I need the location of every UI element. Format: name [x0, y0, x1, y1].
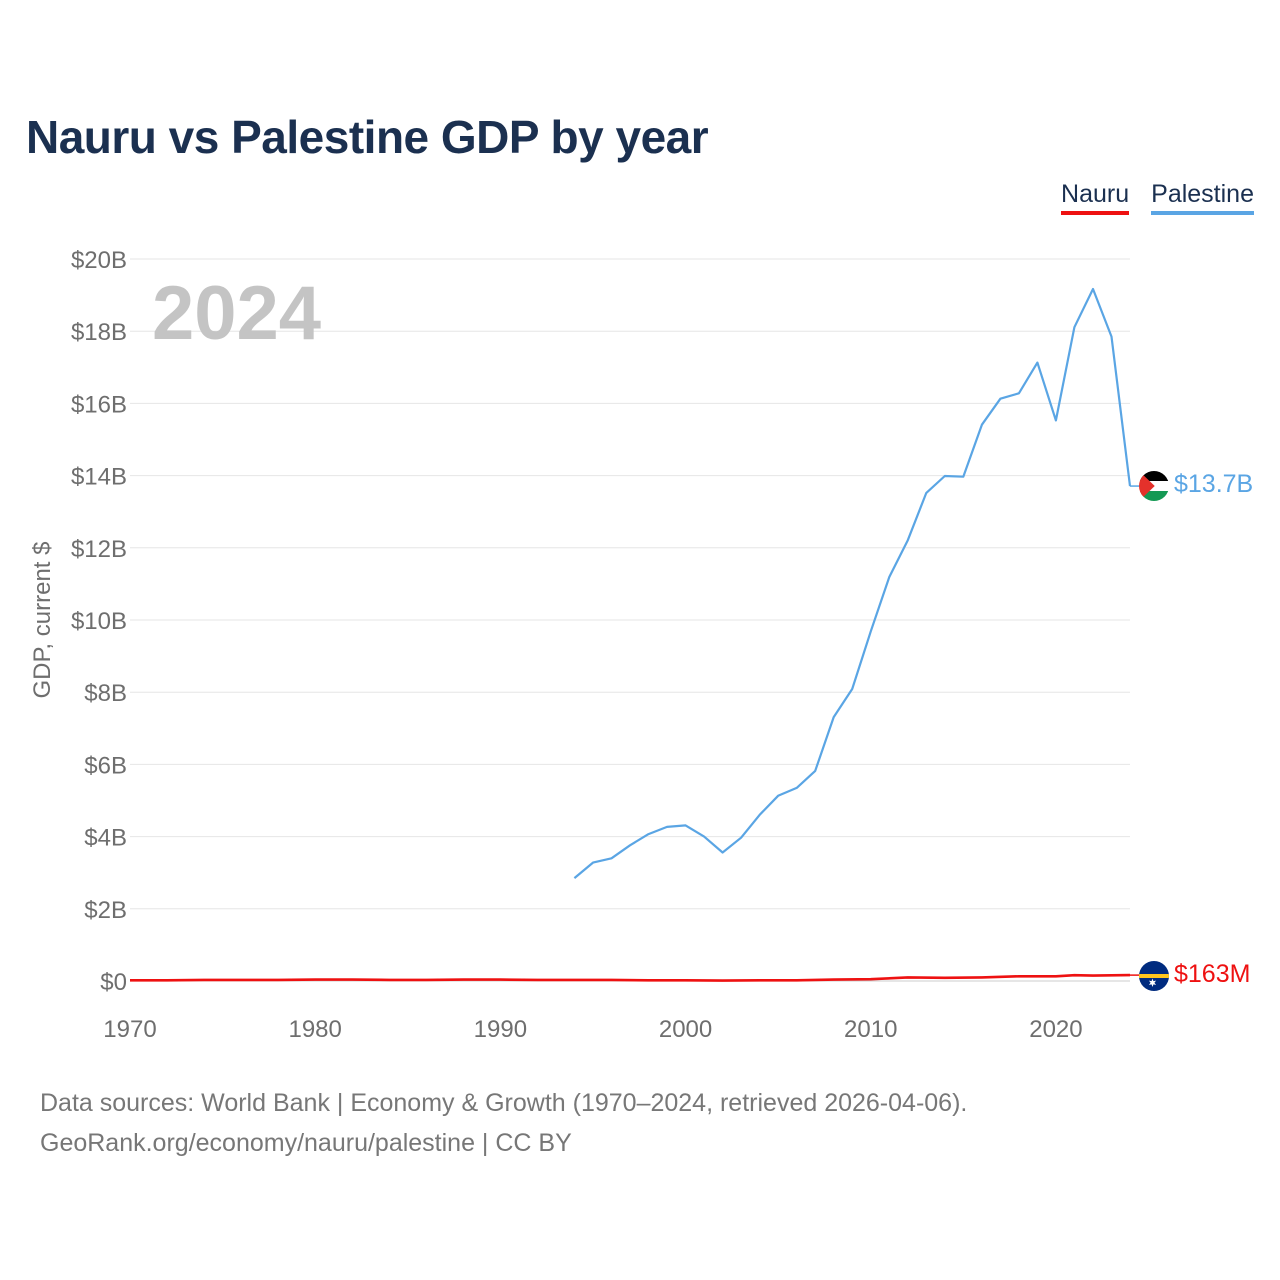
x-tick-label: 1990 [474, 1016, 527, 1043]
y-tick-label: $0 [100, 969, 127, 996]
x-tick-label: 1980 [288, 1016, 341, 1043]
y-tick-label: $16B [71, 391, 127, 418]
series-lines [130, 287, 1132, 982]
gridlines [130, 258, 1130, 982]
series-line-palestine[interactable] [573, 287, 1132, 879]
year-watermark: 2024 [152, 271, 321, 356]
end-value-label-nauru: $163M [1174, 960, 1250, 988]
nauru-flag-icon [1139, 961, 1169, 991]
sources-line-2[interactable]: GeoRank.org/economy/nauru/palestine | CC… [40, 1129, 572, 1157]
y-tick-label: $10B [71, 608, 127, 635]
legend-item-palestine[interactable]: Palestine [1151, 180, 1254, 215]
chart-title: Nauru vs Palestine GDP by year [26, 111, 709, 163]
y-tick-label: $4B [84, 825, 127, 852]
y-axis-ticks: $0 $2B $4B $6B $8B $10B $12B $14B $16B $18B $20B [71, 247, 127, 996]
y-tick-label: $12B [71, 536, 127, 563]
x-tick-label: 2010 [844, 1016, 897, 1043]
y-tick-label: $18B [71, 319, 127, 346]
line-chart: $0 $2B $4B $6B $8B $10B $12B $14B $16B $18B $20B 1… [29, 247, 1253, 1043]
y-tick-label: $14B [71, 464, 127, 491]
end-value-label-palestine: $13.7B [1174, 470, 1253, 498]
series-line-nauru[interactable] [130, 973, 1131, 982]
y-tick-label: $2B [84, 897, 127, 924]
y-tick-label: $6B [84, 752, 127, 779]
x-tick-label: 2000 [659, 1016, 712, 1043]
sources-line-1: Data sources: World Bank | Economy & Gro… [40, 1089, 968, 1117]
y-axis-label: GDP, current $ [29, 542, 56, 699]
palestine-flag-icon [1139, 471, 1169, 501]
legend-item-nauru[interactable]: Nauru [1061, 180, 1130, 215]
legend: Nauru Palestine [1061, 180, 1254, 215]
x-tick-label: 1970 [103, 1016, 156, 1043]
x-axis-ticks: 1970 1980 1990 2000 2010 2020 [103, 1016, 1082, 1043]
end-markers: $163M $13.7B [1130, 470, 1253, 991]
x-tick-label: 2020 [1029, 1016, 1082, 1043]
y-tick-label: $8B [84, 680, 127, 707]
y-tick-label: $20B [71, 247, 127, 274]
data-sources: Data sources: World Bank | Economy & Gro… [40, 1083, 967, 1163]
